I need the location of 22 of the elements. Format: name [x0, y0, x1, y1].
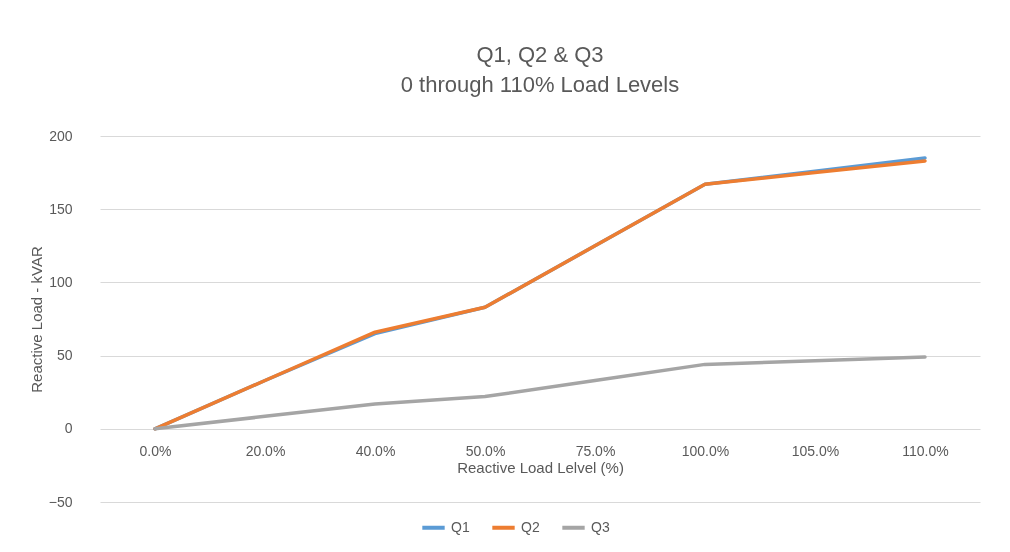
- y-tick-label: 100: [49, 273, 73, 290]
- x-tick-label: 105.0%: [791, 443, 840, 460]
- x-tick-label: 40.0%: [355, 443, 396, 460]
- x-tick-label: 110.0%: [902, 443, 949, 460]
- y-tick-label: 200: [49, 127, 73, 144]
- x-tick-label: 0.0%: [139, 443, 172, 460]
- x-axis-title: Reactive Load Lelvel (%): [457, 459, 624, 477]
- x-tick-label: 100.0%: [681, 443, 730, 460]
- y-tick-label: 0: [64, 420, 73, 437]
- chart-title: Q1, Q2 & Q3: [476, 42, 604, 67]
- y-tick-label: 150: [49, 200, 73, 217]
- x-tick-label: 20.0%: [245, 443, 286, 460]
- y-tick-label: 50: [56, 347, 73, 364]
- y-axis-title: Reactive Load - kVAR: [27, 246, 45, 393]
- legend-label: Q1: [451, 518, 470, 535]
- x-tick-label: 50.0%: [465, 443, 506, 460]
- legend-label: Q3: [591, 518, 610, 535]
- legend-label: Q2: [521, 518, 540, 535]
- y-tick-label: −50: [48, 493, 73, 510]
- chart-subtitle: 0 through 110% Load Levels: [400, 72, 680, 97]
- line-series: [153, 355, 927, 431]
- x-tick-label: 75.0%: [575, 443, 616, 460]
